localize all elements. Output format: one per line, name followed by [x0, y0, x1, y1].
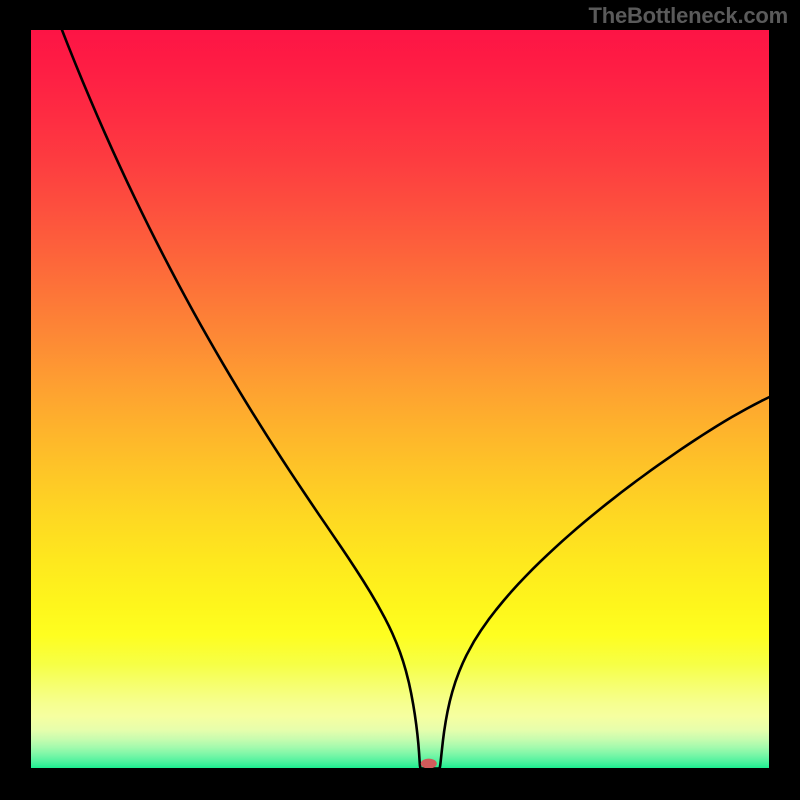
plot-background [31, 30, 769, 768]
chart-frame: TheBottleneck.com [0, 0, 800, 800]
chart-svg [31, 30, 769, 768]
watermark-text: TheBottleneck.com [588, 3, 788, 29]
plot-area [31, 30, 769, 768]
